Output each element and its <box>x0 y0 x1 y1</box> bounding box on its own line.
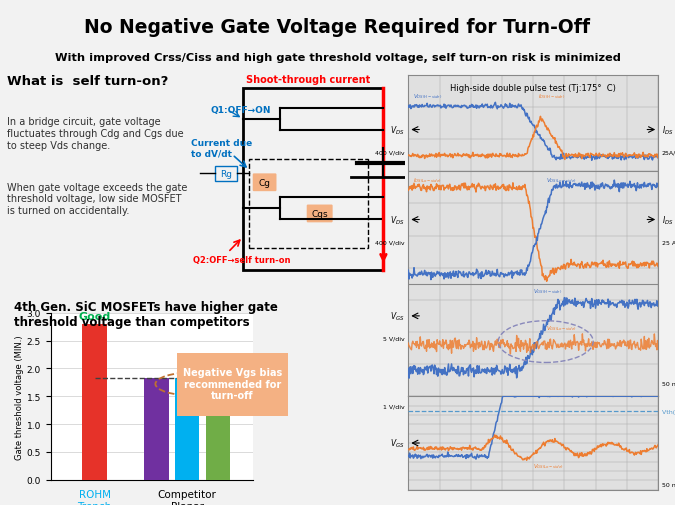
Text: 25A/div: 25A/div <box>662 150 675 155</box>
Text: $V_{DS(H-side)}$: $V_{DS(H-side)}$ <box>413 93 443 101</box>
Text: 50 nsec/div: 50 nsec/div <box>662 482 675 487</box>
Text: High-side double pulse test (Tj:175°  C): High-side double pulse test (Tj:175° C) <box>450 84 616 93</box>
Bar <box>175 379 199 480</box>
FancyBboxPatch shape <box>252 174 277 192</box>
Text: Q2:OFF→self turn-on: Q2:OFF→self turn-on <box>193 255 291 264</box>
Text: When gate voltage exceeds the gate
threshold voltage, low side MOSFET
is turned : When gate voltage exceeds the gate thres… <box>7 182 187 215</box>
Bar <box>206 379 230 480</box>
Text: Q1:OFF→ON: Q1:OFF→ON <box>211 106 271 115</box>
Text: With improved Crss/Ciss and high gate threshold voltage, self turn-on risk is mi: With improved Crss/Ciss and high gate th… <box>55 53 620 63</box>
Bar <box>144 379 169 480</box>
Text: $V_{DS}$: $V_{DS}$ <box>390 124 404 136</box>
Text: Vth(Min):2.8 V: Vth(Min):2.8 V <box>662 409 675 414</box>
FancyArrowPatch shape <box>519 398 547 446</box>
Text: In a bridge circuit, gate voltage
fluctuates through Cdg and Cgs due
to steep Vd: In a bridge circuit, gate voltage fluctu… <box>7 117 184 150</box>
Text: Good: Good <box>78 312 111 322</box>
Bar <box>243 88 383 271</box>
Text: $V_{GS}$: $V_{GS}$ <box>390 310 404 323</box>
Text: $V_{GS(Lo-side)}$: $V_{GS(Lo-side)}$ <box>545 324 576 332</box>
Text: Cg: Cg <box>259 178 271 187</box>
Bar <box>250 160 369 248</box>
Text: Negative Vgs bias
recommended for
turn-off: Negative Vgs bias recommended for turn-o… <box>183 367 282 400</box>
Y-axis label: Gate threshold voltage (MIN.): Gate threshold voltage (MIN.) <box>15 334 24 459</box>
Text: $V_{GS(H-side)}$: $V_{GS(H-side)}$ <box>533 287 562 295</box>
Text: No Negative Gate Voltage Required for Turn-Off: No Negative Gate Voltage Required for Tu… <box>84 18 591 37</box>
Text: Current due
to dV/dt: Current due to dV/dt <box>191 139 252 158</box>
FancyBboxPatch shape <box>306 205 333 223</box>
Text: 1 V/div: 1 V/div <box>383 403 404 408</box>
Text: $V_{DS(Lo-side)}$: $V_{DS(Lo-side)}$ <box>545 176 576 184</box>
Text: Shoot-through current: Shoot-through current <box>246 75 370 85</box>
Text: $I_{DS}$: $I_{DS}$ <box>662 124 674 136</box>
Text: $I_{DS(H-side)}$: $I_{DS(H-side)}$ <box>538 93 566 101</box>
Text: $I_{DS}$: $I_{DS}$ <box>662 214 674 226</box>
Text: $V_{GS(Lo-side)}$: $V_{GS(Lo-side)}$ <box>533 462 564 470</box>
Text: 5 V/div: 5 V/div <box>383 336 404 341</box>
Text: $V_{DS}$: $V_{DS}$ <box>390 214 404 226</box>
Text: 400 V/div: 400 V/div <box>375 150 404 155</box>
Bar <box>215 166 236 182</box>
Text: 25 A/div: 25 A/div <box>662 240 675 245</box>
Text: Cgs: Cgs <box>311 210 328 219</box>
Text: What is  self turn-on?: What is self turn-on? <box>7 75 168 88</box>
Text: 4th Gen. SiC MOSFETs have higher gate
threshold voltage than competitors: 4th Gen. SiC MOSFETs have higher gate th… <box>14 300 277 328</box>
Text: Rg: Rg <box>220 170 232 178</box>
Text: 50 nsec/div: 50 nsec/div <box>662 381 675 386</box>
Text: $I_{DS(Lo-side)}$: $I_{DS(Lo-side)}$ <box>413 176 442 184</box>
FancyBboxPatch shape <box>171 350 294 420</box>
Text: $V_{GS}$: $V_{GS}$ <box>390 437 404 449</box>
Bar <box>82 324 107 480</box>
Text: 400 V/div: 400 V/div <box>375 240 404 245</box>
